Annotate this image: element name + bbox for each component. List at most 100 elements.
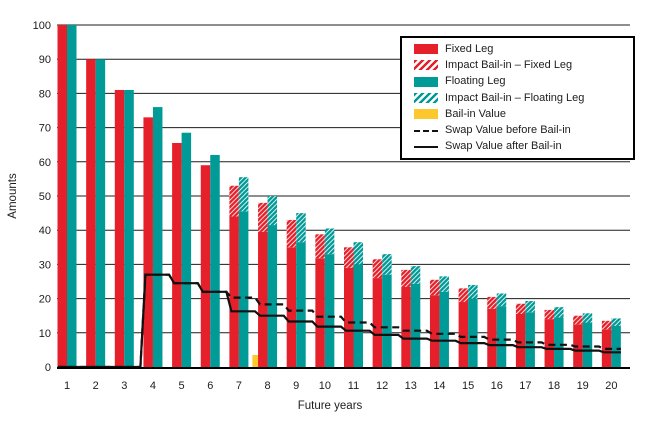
bar-impact-fixed-year-20 [601, 320, 612, 330]
x-tick-label: 16 [491, 380, 503, 392]
bar-floating-leg-year-1 [67, 25, 77, 367]
y-tick-label: 50 [39, 191, 51, 203]
bar-fixed-leg-year-15 [458, 302, 469, 367]
bar-floating-leg-year-12 [382, 274, 392, 367]
legend-swatch-solid-red [414, 44, 438, 55]
bar-floating-leg-year-11 [353, 264, 363, 367]
x-tick-label: 20 [605, 380, 617, 392]
bar-floating-leg-year-13 [410, 283, 421, 367]
x-tick-label: 2 [93, 380, 99, 392]
bar-floating-leg-year-8 [267, 225, 278, 367]
bar-fixed-leg-year-6 [200, 165, 211, 367]
x-tick-label: 7 [236, 380, 242, 392]
bar-fixed-leg-year-18 [544, 319, 555, 367]
bar-fixed-leg-year-10 [315, 258, 325, 367]
bar-fixed-leg-year-4 [143, 117, 153, 367]
bar-fixed-leg-year-7 [229, 216, 239, 367]
x-tick-label: 17 [519, 380, 531, 392]
y-axis-title: Amounts [7, 173, 19, 219]
legend-item: Bail-in Value [414, 106, 633, 122]
bar-floating-leg-year-7 [238, 211, 249, 367]
bar-floating-leg-year-5 [181, 132, 192, 367]
bars [57, 25, 621, 367]
bar-bail-in-value-year-7 [252, 355, 262, 367]
bar-impact-fixed-year-16 [487, 296, 497, 309]
y-tick-label: 20 [39, 294, 51, 306]
bar-impact-fixed-year-11 [344, 247, 354, 268]
bar-impact-fixed-year-9 [286, 219, 297, 248]
bar-floating-leg-year-10 [324, 254, 335, 367]
y-tick-label: 90 [39, 54, 51, 66]
legend-item-label: Impact Bail-in – Floating Leg [445, 91, 585, 104]
legend-swatch-solid-teal [414, 76, 438, 87]
bar-impact-fixed-year-7 [229, 185, 239, 217]
bar-fixed-leg-year-1 [57, 25, 67, 367]
bar-impact-floating-year-15 [468, 284, 478, 299]
bar-floating-leg-year-18 [554, 317, 564, 367]
bar-impact-fixed-year-14 [429, 279, 440, 296]
bar-floating-leg-year-16 [496, 306, 507, 367]
bar-fixed-leg-year-3 [114, 89, 125, 367]
bar-floating-leg-year-17 [525, 312, 535, 367]
bar-fixed-leg-year-11 [344, 267, 354, 367]
legend-item-label: Swap Value after Bail-in [445, 140, 562, 153]
legend-swatch-hatch-teal [414, 93, 438, 103]
x-tick-label: 10 [319, 380, 331, 392]
y-tick-label: 80 [39, 88, 51, 100]
bar-floating-leg-year-20 [611, 325, 621, 367]
x-tick-label: 5 [179, 380, 185, 392]
legend-item-label: Fixed Leg [445, 42, 494, 55]
x-tick-label: 9 [293, 380, 299, 392]
bar-impact-floating-year-13 [410, 266, 421, 284]
bar-impact-floating-year-16 [496, 293, 507, 307]
legend-item: Swap Value after Bail-in [414, 139, 633, 155]
y-tick-label: 60 [39, 157, 51, 169]
x-tick-label: 13 [405, 380, 417, 392]
x-tick-label: 19 [577, 380, 589, 392]
y-tick-label: 0 [45, 362, 51, 374]
y-tick-label: 100 [33, 20, 51, 32]
legend-item: Fixed Leg [414, 41, 633, 57]
x-tick-label: 4 [150, 380, 156, 392]
x-tick-label: 8 [264, 380, 270, 392]
bar-fixed-leg-year-14 [429, 295, 440, 367]
bar-floating-leg-year-3 [124, 89, 134, 367]
bar-floating-leg-year-2 [95, 59, 106, 367]
x-tick-label: 1 [64, 380, 70, 392]
bar-impact-floating-year-17 [525, 300, 535, 313]
bar-fixed-leg-year-17 [515, 313, 526, 367]
legend-item-label: Floating Leg [445, 75, 506, 88]
legend-item: Floating Leg [414, 74, 633, 90]
legend-item: Impact Bail-in – Floating Leg [414, 90, 633, 106]
x-tick-label: 14 [433, 380, 445, 392]
bar-impact-floating-year-9 [296, 213, 306, 243]
x-tick-label: 12 [376, 380, 388, 392]
bar-floating-leg-year-6 [210, 154, 220, 367]
bar-impact-floating-year-11 [353, 242, 363, 265]
x-tick-label: 11 [348, 380, 359, 392]
bar-impact-fixed-year-10 [315, 234, 325, 259]
bar-impact-fixed-year-8 [258, 202, 268, 232]
bar-impact-floating-year-7 [238, 177, 249, 212]
bar-fixed-leg-year-5 [172, 142, 182, 367]
bar-impact-fixed-year-19 [573, 315, 583, 325]
bar-impact-floating-year-18 [554, 307, 564, 318]
y-tick-label: 70 [39, 123, 51, 135]
bar-impact-fixed-year-15 [458, 288, 469, 303]
x-tick-label: 15 [462, 380, 474, 392]
bar-floating-leg-year-4 [152, 107, 163, 367]
legend-swatch-solid-line [414, 145, 438, 148]
bar-floating-leg-year-14 [439, 291, 449, 367]
bar-impact-floating-year-10 [324, 228, 335, 255]
bar-impact-fixed-year-12 [372, 259, 383, 279]
bar-impact-floating-year-19 [582, 313, 593, 323]
bar-fixed-leg-year-2 [86, 59, 96, 367]
swap-value-lines [57, 273, 621, 369]
bar-impact-floating-year-8 [267, 196, 278, 226]
x-tick-label: 6 [207, 380, 213, 392]
bar-impact-floating-year-12 [382, 254, 392, 275]
bar-floating-leg-year-15 [468, 298, 478, 367]
